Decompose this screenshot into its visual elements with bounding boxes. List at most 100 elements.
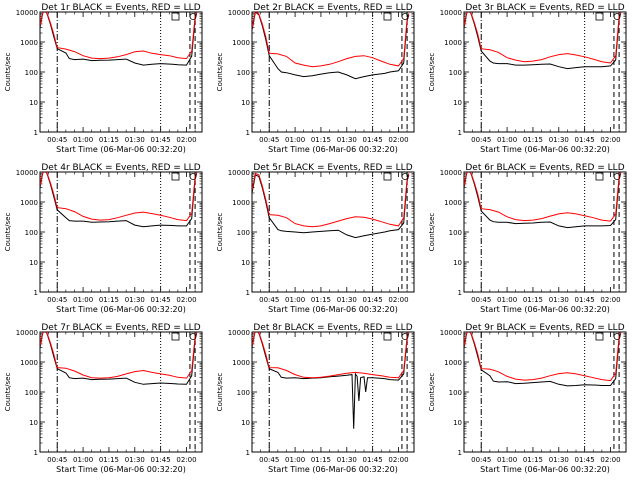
y-tick-label: 1	[34, 129, 38, 137]
x-axis-label: Start Time (06-Mar-06 00:32:20)	[268, 465, 398, 474]
x-tick-label: 01:00	[497, 456, 517, 464]
x-tick-label: 01:15	[99, 296, 119, 304]
chart-title: Det 3r BLACK = Events, RED = LLD	[465, 3, 624, 13]
events-line	[40, 12, 198, 66]
chart-title: Det 8r BLACK = Events, RED = LLD	[253, 323, 412, 333]
y-tick-label: 1	[458, 449, 462, 457]
chart-title: Det 6r BLACK = Events, RED = LLD	[465, 163, 624, 173]
x-tick-label: 00:45	[47, 456, 67, 464]
x-tick-label: 01:15	[99, 456, 119, 464]
y-tick-label: 1000	[444, 359, 462, 367]
y-tick-label: 100	[25, 69, 38, 77]
corner-marker-box	[595, 332, 604, 341]
x-tick-label: 00:45	[259, 456, 279, 464]
y-tick-label: 10000	[440, 169, 462, 177]
y-tick-label: 1000	[20, 39, 38, 47]
y-tick-label: 1000	[444, 199, 462, 207]
y-tick-label: 100	[449, 69, 462, 77]
detector-panel: Det 2r BLACK = Events, RED = LLD 1 10 100 10…	[216, 3, 415, 154]
y-tick-label: 100	[237, 229, 250, 237]
y-tick-label: 10	[241, 99, 250, 107]
y-tick-label: 1000	[444, 39, 462, 47]
y-axis-label: Counts/sec	[428, 373, 436, 412]
y-axis-label: Counts/sec	[428, 53, 436, 92]
chart-title: Det 4r BLACK = Events, RED = LLD	[41, 163, 200, 173]
events-line	[464, 332, 622, 387]
y-tick-label: 100	[25, 229, 38, 237]
y-tick-label: 1000	[232, 39, 250, 47]
chart-title: Det 9r BLACK = Events, RED = LLD	[465, 323, 624, 333]
y-tick-label: 10	[29, 99, 38, 107]
x-tick-label: 02:00	[388, 136, 408, 144]
corner-marker-circle	[189, 173, 197, 180]
corner-marker-circle	[401, 13, 409, 20]
y-tick-label: 10000	[16, 169, 38, 177]
y-tick-label: 1	[34, 289, 38, 297]
y-tick-label: 10000	[228, 9, 250, 17]
detector-panel: Det 1r BLACK = Events, RED = LLD 1 10 100 10…	[4, 3, 203, 154]
corner-marker-box	[171, 172, 180, 181]
y-tick-label: 10	[453, 419, 462, 427]
y-tick-label: 1000	[232, 199, 250, 207]
y-tick-label: 10	[29, 419, 38, 427]
detector-panel: Det 6r BLACK = Events, RED = LLD 1 10 100 10…	[428, 163, 627, 314]
y-axis-label: Counts/sec	[4, 53, 12, 92]
y-tick-label: 100	[449, 229, 462, 237]
corner-marker-circle	[613, 333, 621, 340]
corner-marker-circle	[189, 13, 197, 20]
events-line	[252, 332, 410, 429]
x-axis-label: Start Time (06-Mar-06 00:32:20)	[480, 305, 610, 314]
plot-frame	[39, 331, 203, 453]
x-tick-label: 01:30	[337, 456, 357, 464]
lld-line	[40, 12, 198, 60]
plot-frame	[463, 171, 627, 293]
lld-line	[252, 332, 410, 379]
x-tick-label: 00:45	[471, 456, 491, 464]
x-tick-label: 02:00	[388, 456, 408, 464]
chart-title: Det 7r BLACK = Events, RED = LLD	[41, 323, 200, 333]
y-tick-label: 10	[241, 259, 250, 267]
x-tick-label: 00:45	[259, 136, 279, 144]
y-axis-label: Counts/sec	[216, 53, 224, 92]
lld-line	[40, 332, 198, 379]
y-tick-label: 1	[246, 449, 250, 457]
lld-line	[252, 12, 410, 68]
plot-frame	[463, 331, 627, 453]
x-tick-label: 00:45	[259, 296, 279, 304]
corner-marker-box	[595, 172, 604, 181]
x-tick-label: 01:00	[285, 296, 305, 304]
detector-panel: Det 3r BLACK = Events, RED = LLD 1 10 100 10…	[428, 3, 627, 154]
plot-frame	[251, 171, 415, 293]
y-axis-label: Counts/sec	[4, 373, 12, 412]
plot-frame	[251, 331, 415, 453]
corner-marker-box	[171, 332, 180, 341]
x-tick-label: 01:15	[523, 136, 543, 144]
y-tick-label: 1	[246, 129, 250, 137]
corner-marker-circle	[401, 173, 409, 180]
x-tick-label: 00:45	[47, 136, 67, 144]
x-tick-label: 01:00	[285, 136, 305, 144]
x-tick-label: 01:00	[73, 296, 93, 304]
detector-panel: Det 5r BLACK = Events, RED = LLD 1 10 100 10…	[216, 163, 415, 314]
y-tick-label: 1	[34, 449, 38, 457]
x-tick-label: 01:45	[151, 296, 171, 304]
x-tick-label: 01:15	[311, 456, 331, 464]
x-tick-label: 01:00	[285, 456, 305, 464]
x-tick-label: 01:00	[73, 456, 93, 464]
lld-line	[464, 172, 622, 222]
x-tick-label: 01:15	[523, 296, 543, 304]
y-tick-label: 10000	[440, 9, 462, 17]
events-line	[40, 332, 198, 385]
x-tick-label: 01:15	[311, 136, 331, 144]
x-tick-label: 02:00	[600, 296, 620, 304]
x-tick-label: 01:30	[125, 456, 145, 464]
x-tick-label: 01:45	[363, 136, 383, 144]
x-tick-label: 01:45	[363, 296, 383, 304]
y-tick-label: 10000	[440, 329, 462, 337]
detector-panel: Det 4r BLACK = Events, RED = LLD 1 10 100 10…	[4, 163, 203, 314]
x-tick-label: 01:15	[523, 456, 543, 464]
x-tick-label: 01:45	[151, 456, 171, 464]
corner-marker-circle	[401, 333, 409, 340]
x-tick-label: 01:30	[337, 136, 357, 144]
